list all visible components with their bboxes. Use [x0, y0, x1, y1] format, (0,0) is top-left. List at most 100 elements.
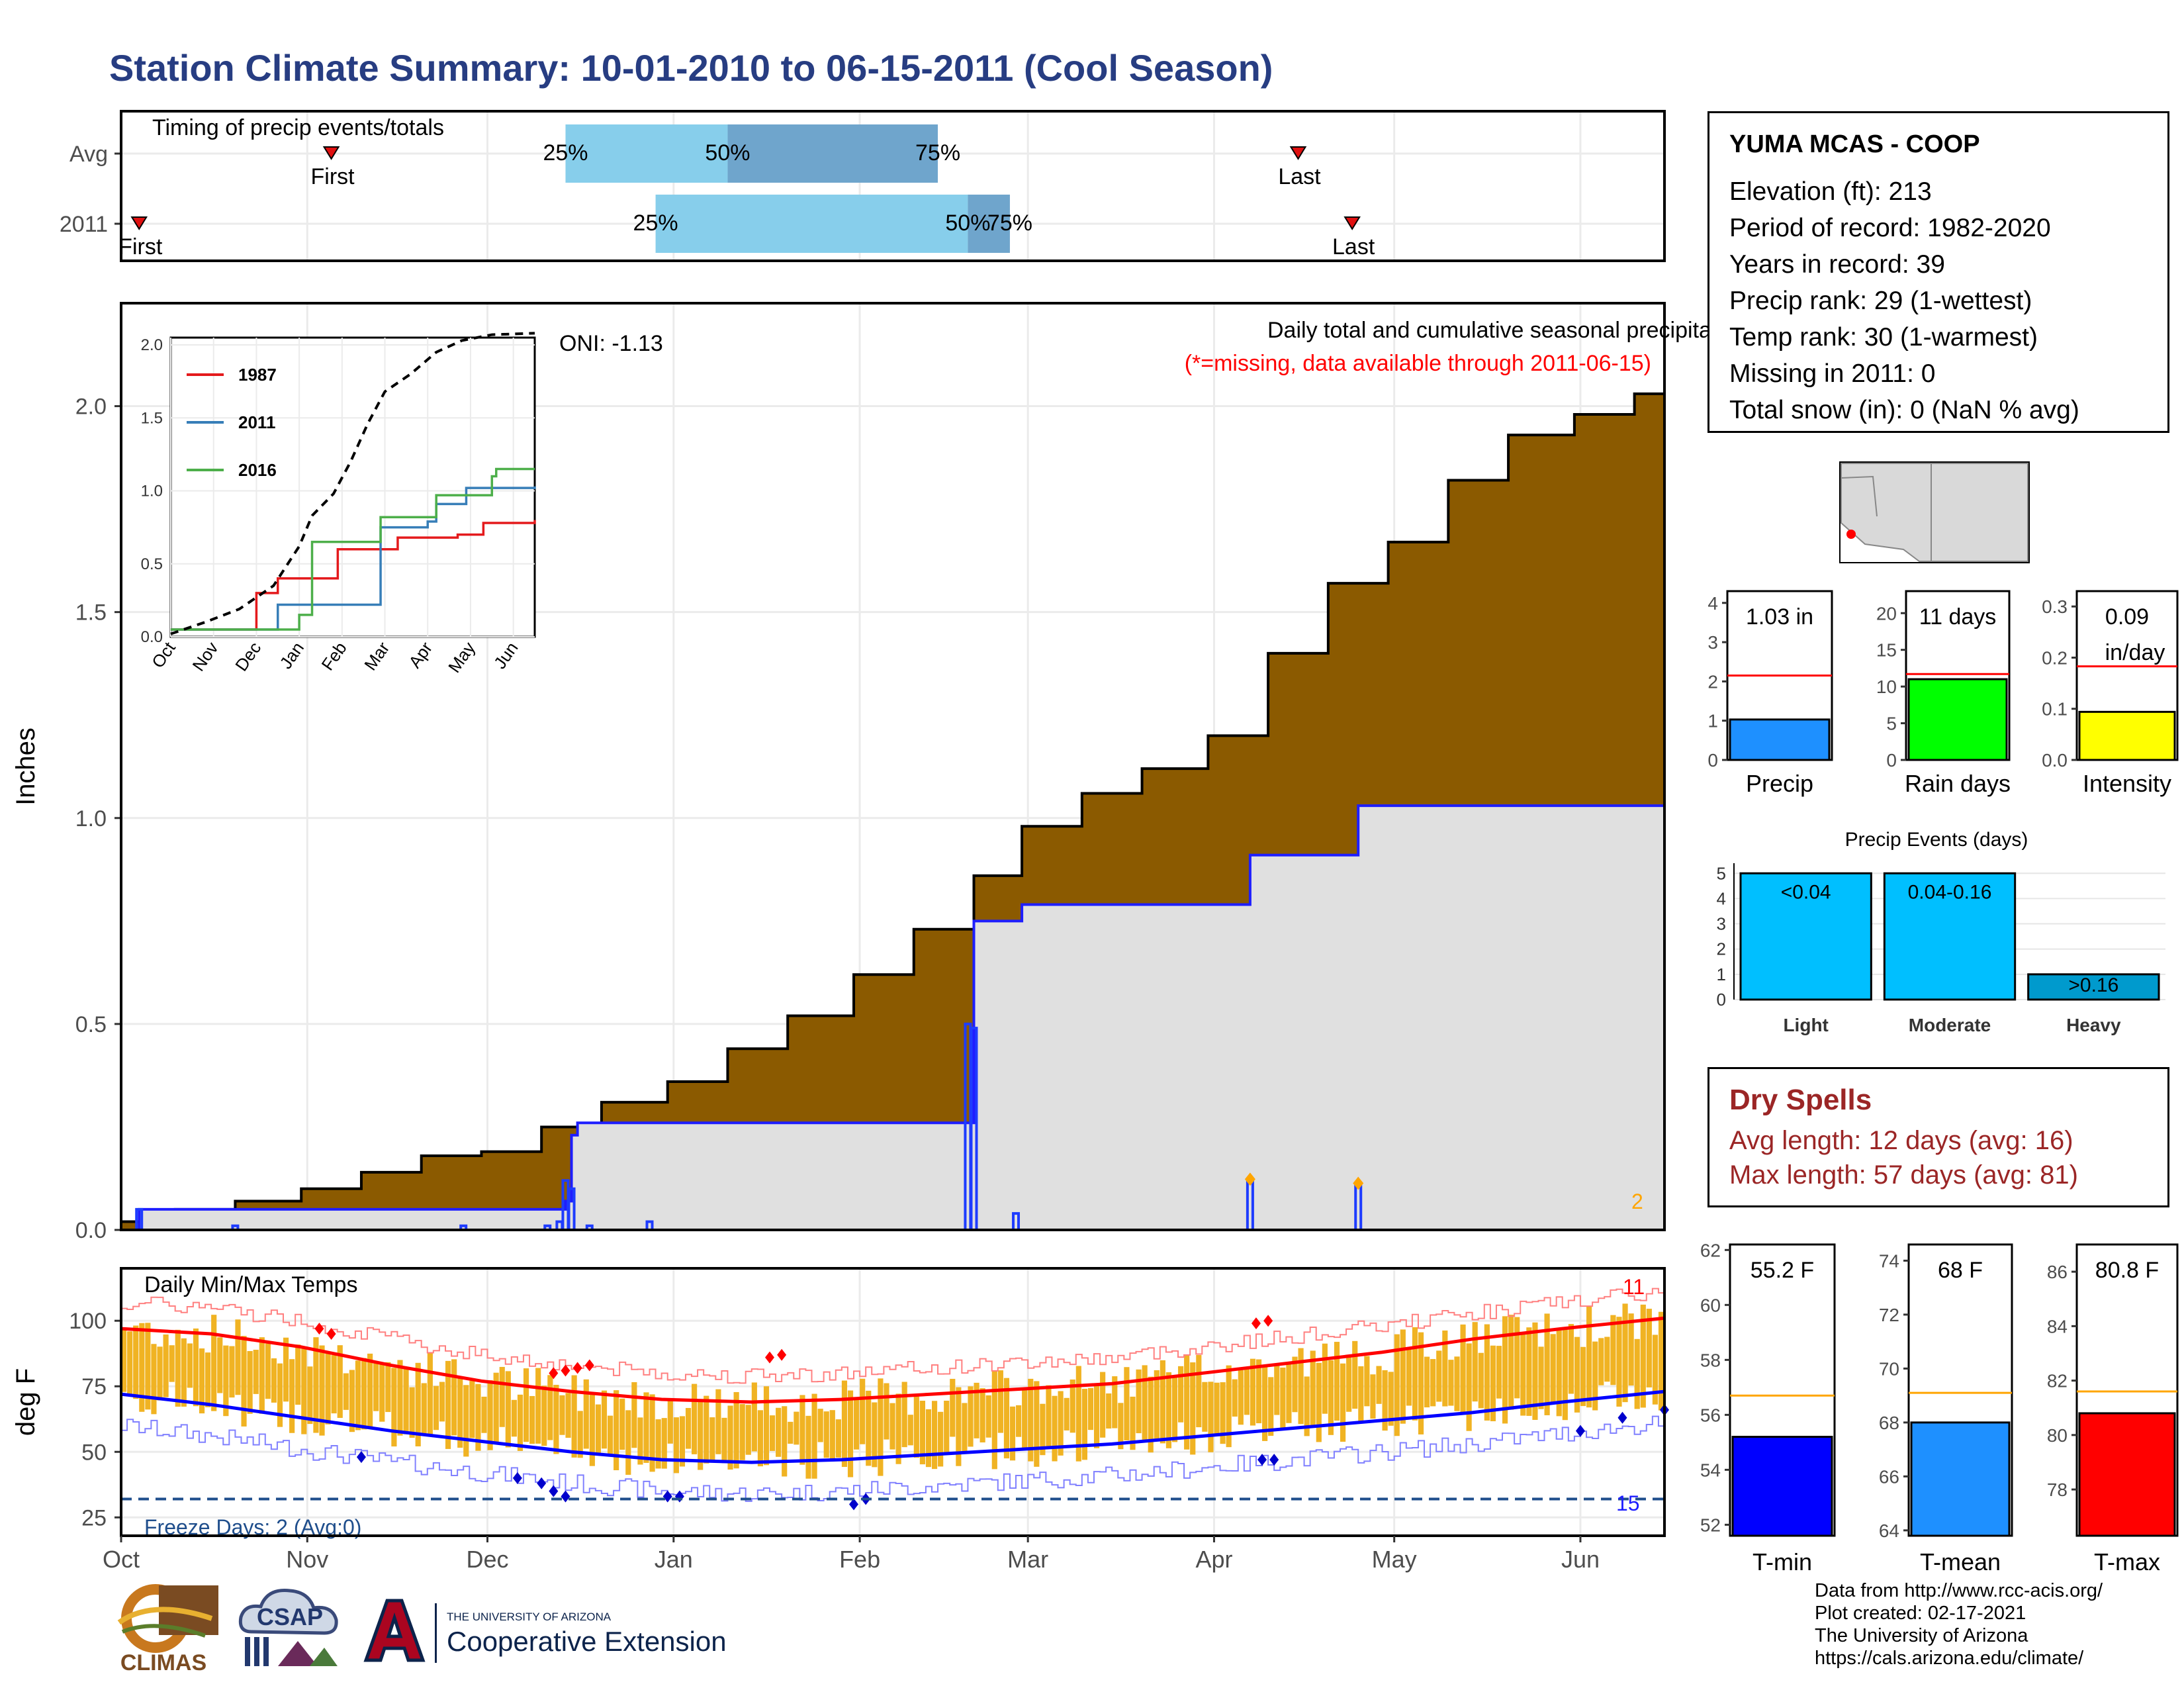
daily-temp-bar	[1202, 1382, 1208, 1432]
inset-ytick-label: 0.5	[141, 555, 163, 573]
daily-temp-bar	[878, 1378, 884, 1476]
daily-temp-bar	[1376, 1366, 1382, 1404]
daily-temp-bar	[1424, 1356, 1430, 1408]
daily-temp-bar	[1322, 1343, 1328, 1414]
daily-temp-bar	[1016, 1405, 1022, 1437]
csap-logo-text: CSAP	[257, 1603, 323, 1630]
daily-temp-bar	[1165, 1372, 1172, 1448]
daily-temp-bar	[1009, 1406, 1016, 1461]
events-bar-label: >0.16	[2068, 974, 2118, 996]
T-min-value-label: 55.2 F	[1751, 1258, 1814, 1283]
daily-temp-bar	[1556, 1329, 1562, 1417]
daily-temp-bar	[445, 1360, 451, 1449]
daily-temp-bar	[1502, 1316, 1508, 1424]
month-tick-label: Oct	[103, 1546, 140, 1573]
T-mean-ytick-label: 74	[1879, 1250, 1899, 1271]
record-low-marker	[1617, 1411, 1627, 1424]
daily-temp-bar	[895, 1393, 901, 1464]
daily-temp-bar	[1454, 1356, 1460, 1411]
events-bar-label: <0.04	[1781, 881, 1831, 903]
daily-temp-bar	[1484, 1324, 1490, 1421]
daily-temp-bar	[1412, 1327, 1418, 1421]
dry-spells-box: Dry Spells Avg length: 12 days (avg: 16)…	[1707, 1067, 2169, 1207]
T-min-ytick-label: 52	[1700, 1515, 1721, 1535]
daily-temp-bar	[956, 1387, 962, 1466]
daily-temp-bar	[1646, 1309, 1652, 1387]
daily-temp-bar	[571, 1375, 577, 1458]
T-min-ytick-label: 58	[1700, 1350, 1721, 1370]
record-low-marker	[356, 1451, 366, 1464]
record-high-marker	[326, 1328, 336, 1340]
daily-temp-bar	[223, 1345, 229, 1417]
record-low-marker	[549, 1485, 559, 1497]
daily-temp-bar	[1292, 1356, 1298, 1413]
record-high-marker	[764, 1351, 774, 1364]
daily-temp-bar	[427, 1352, 433, 1435]
timing-label-last: Last	[1278, 164, 1321, 189]
temp-bottom-count: 15	[1616, 1491, 1640, 1515]
station-map	[1839, 461, 2030, 563]
inset-legend-label: 1987	[238, 365, 277, 385]
daily-temp-bar	[614, 1390, 619, 1471]
daily-temp-bar	[655, 1419, 661, 1469]
inset-ytick-label: 1.5	[141, 409, 163, 427]
daily-temp-bar	[860, 1378, 866, 1444]
daily-temp-bar	[379, 1363, 385, 1422]
daily-temp-bar	[1064, 1397, 1069, 1430]
daily-temp-bar	[475, 1383, 481, 1451]
daily-temp-bar	[1340, 1363, 1346, 1442]
daily-temp-bar	[169, 1345, 175, 1382]
daily-temp-bar	[217, 1337, 223, 1393]
daily-temp-bar	[409, 1387, 415, 1438]
daily-temp-bar	[1592, 1341, 1598, 1411]
record-high-marker	[314, 1323, 324, 1335]
Rain days-ytick-label: 20	[1876, 603, 1897, 624]
daily-temp-bar	[577, 1411, 583, 1458]
daily-temp-bar	[1388, 1372, 1394, 1426]
record-high-marker	[561, 1364, 570, 1377]
daily-temp-bar	[847, 1390, 854, 1477]
precip-events-chart: 0 1 2 3 4 5 <0.04 Light 0.04-0.16 Moderate >0.16 He…	[1717, 829, 2165, 1035]
daily-temp-bar	[361, 1358, 367, 1430]
T-min-bar	[1731, 1436, 1833, 1537]
daily-temp-bar	[121, 1329, 127, 1392]
daily-temp-bar	[1214, 1382, 1220, 1434]
temp-ylabel: deg F	[11, 1368, 40, 1436]
timing-label-50: 50%	[705, 140, 750, 165]
T-max-ytick-label: 82	[2047, 1371, 2068, 1391]
timing-bar-25-50	[565, 124, 728, 183]
month-tick-label: Jun	[1561, 1546, 1600, 1573]
daily-temp-bar	[829, 1410, 835, 1462]
daily-temp-bar	[589, 1394, 595, 1466]
inset-series-Avg	[170, 332, 535, 635]
daily-temp-bar	[415, 1362, 421, 1446]
daily-temp-bar	[1310, 1350, 1316, 1427]
daily-temp-bar	[962, 1403, 968, 1454]
record-high-marker	[777, 1348, 787, 1361]
daily-temp-bar	[1274, 1364, 1280, 1415]
station-name: YUMA MCAS - COOP	[1729, 130, 1980, 158]
T-mean-name-label: T-mean	[1920, 1548, 2001, 1575]
daily-temp-bar	[139, 1323, 145, 1412]
timing-label-last: Last	[1332, 234, 1375, 259]
inset-ytick-label: 0.0	[141, 628, 163, 646]
daily-temp-bar	[913, 1396, 919, 1458]
station-location-marker	[1846, 530, 1856, 539]
daily-temp-bar	[265, 1343, 271, 1399]
daily-temp-bar	[433, 1385, 439, 1430]
daily-temp-bar	[559, 1395, 565, 1435]
daily-temp-bar	[1580, 1346, 1586, 1407]
inset-ytick-label: 1.0	[141, 483, 163, 500]
daily-temp-bar	[1052, 1395, 1058, 1462]
Precip-ytick-label: 4	[1707, 593, 1718, 614]
daily-temp-bar	[1382, 1370, 1388, 1431]
daily-temp-bar	[247, 1350, 253, 1414]
T-max-value-label: 80.8 F	[2095, 1258, 2159, 1283]
record-high-marker	[584, 1359, 594, 1372]
Precip-ytick-label: 1	[1707, 711, 1718, 731]
daily-temp-bar	[817, 1409, 823, 1442]
daily-temp-bar	[175, 1329, 181, 1407]
Precip-ytick-label: 2	[1707, 671, 1718, 692]
daily-temp-bar	[1538, 1346, 1544, 1409]
Rain days-ytick-label: 5	[1886, 714, 1897, 734]
